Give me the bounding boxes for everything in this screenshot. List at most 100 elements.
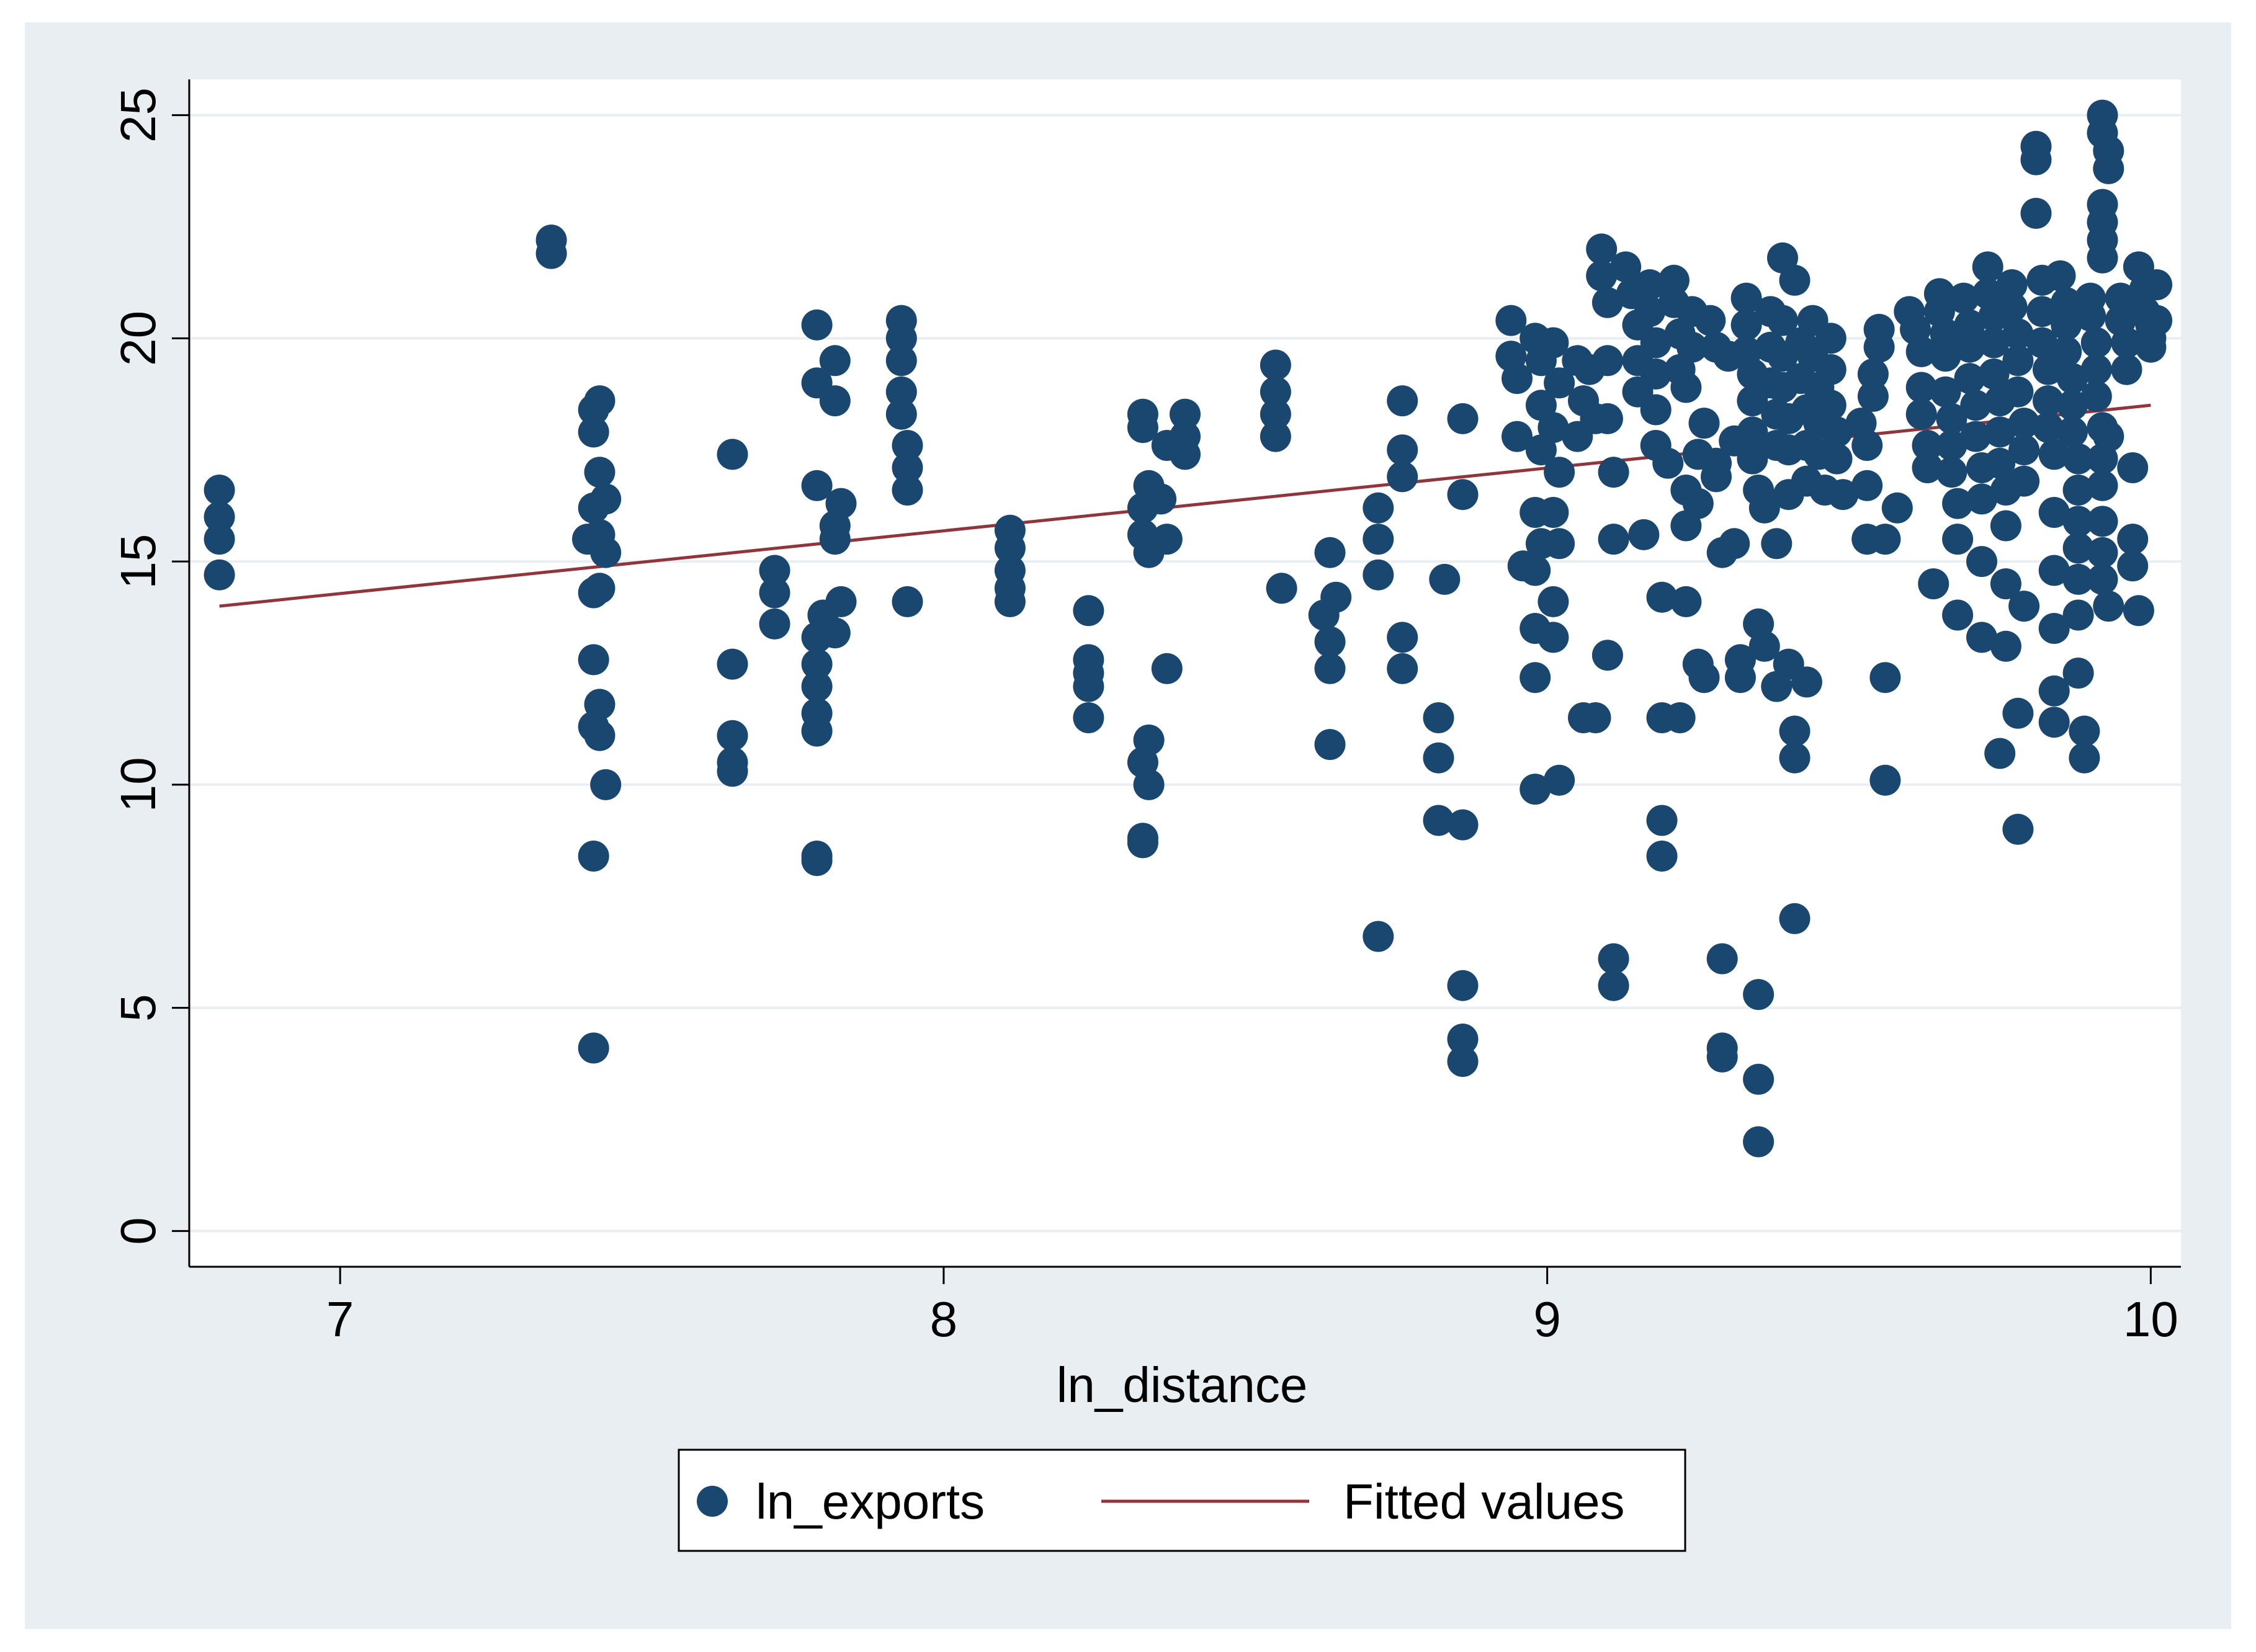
data-point [1260,421,1291,452]
data-point [1598,457,1629,488]
data-point [1133,769,1165,800]
data-point [1966,622,1997,653]
data-point [1145,483,1177,515]
data-point [1954,309,1985,341]
data-point [1664,702,1696,733]
data-point [204,501,235,533]
data-point [1260,376,1291,408]
legend-marker-ln-exports [697,1486,728,1517]
data-point [2062,658,2094,689]
data-point [2117,524,2149,555]
data-point [2056,416,2088,448]
data-point [1869,764,1901,796]
data-point [1363,524,1394,555]
y-tick-label-25: 25 [110,87,166,143]
data-point [2105,282,2136,314]
data-point [1984,447,2016,479]
data-point [584,720,615,751]
data-point [2087,242,2118,274]
data-point [1730,282,1762,314]
data-point [1857,358,1889,390]
data-point [1591,287,1623,318]
data-point [801,470,833,501]
data-point [2080,380,2112,412]
data-point [1320,581,1352,613]
data-point [1990,510,2021,542]
data-point [1151,653,1183,684]
data-point [1073,702,1104,733]
data-point [1598,970,1629,1001]
data-point [717,439,748,470]
data-point [204,559,235,591]
data-point [1936,403,1967,434]
data-point [801,309,833,341]
data-point [2008,408,2040,439]
data-point [1646,805,1678,836]
data-point [2008,465,2040,497]
data-point [2020,144,2052,176]
data-point [1628,519,1660,550]
data-point [1314,729,1346,761]
data-point [1930,341,1961,372]
data-point [1827,479,1859,511]
data-point [1447,970,1479,1001]
data-point [1423,805,1454,836]
data-point [1851,430,1883,461]
data-point [1918,568,1949,600]
data-point [1520,555,1551,586]
data-point [759,608,790,640]
legend-label-fitted-values: Fitted values [1343,1474,1625,1529]
data-point [1984,416,2016,448]
x-tick-label-10: 10 [2123,1292,2178,1347]
data-point [1423,702,1454,733]
data-point [1387,653,1418,684]
data-point [1544,457,1575,488]
data-point [1912,430,1943,461]
data-point [2123,595,2154,627]
data-point [1260,349,1291,381]
data-point [1260,398,1291,430]
data-point [1591,403,1623,434]
data-point [1634,269,1665,300]
data-point [2087,470,2118,501]
data-point [1779,264,1811,296]
data-point [2008,591,2040,622]
data-point [1761,528,1793,560]
data-point [1694,305,1726,336]
data-point [892,586,923,617]
data-point [1990,568,2021,600]
data-point [1363,559,1394,591]
data-point [1863,331,1895,363]
data-point [2038,555,2070,586]
data-point [2117,452,2149,483]
data-point [994,532,1026,564]
data-point [2033,385,2064,417]
data-point [1821,443,1853,475]
data-point [1724,662,1756,694]
data-point [1748,630,1780,662]
data-point [1990,630,2021,662]
data-point [1905,398,1937,430]
data-point [1743,1063,1775,1095]
data-point [1743,1126,1775,1158]
data-point [1073,671,1104,702]
data-point [1640,394,1672,426]
data-point [578,841,609,872]
data-point [1748,492,1780,524]
data-point [2002,345,2034,377]
data-point [1869,662,1901,694]
data-point [717,648,748,680]
data-point [1151,524,1183,555]
data-point [2038,613,2070,644]
data-point [1423,742,1454,774]
data-point [1447,809,1479,841]
data-point [2135,331,2167,363]
data-point [819,524,851,555]
data-point [1538,327,1569,359]
x-tick-label-9: 9 [1533,1292,1561,1347]
y-tick-label-10: 10 [110,757,166,812]
data-point [1905,336,1937,367]
data-point [1429,563,1461,595]
data-point [1520,774,1551,805]
data-point [1767,305,1798,336]
